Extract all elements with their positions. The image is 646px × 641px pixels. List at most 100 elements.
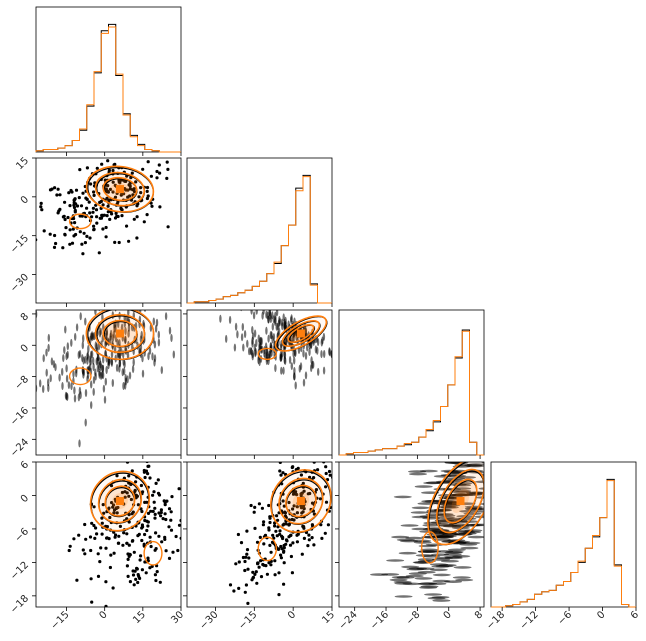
- scatter-point: [154, 324, 158, 333]
- scatter-point: [132, 583, 136, 587]
- scatter-frame: [186, 461, 333, 608]
- scatter-point: [253, 572, 257, 577]
- scatter-point: [126, 574, 130, 579]
- scatter-point: [82, 334, 85, 343]
- x-tick-label: 0: [286, 609, 298, 621]
- scatter-point: [475, 480, 484, 484]
- scatter-point: [42, 354, 45, 363]
- scatter-point: [106, 204, 110, 208]
- scatter-point: [124, 327, 127, 335]
- scatter-point: [301, 510, 305, 514]
- scatter-point: [487, 474, 505, 477]
- scatter-point: [134, 577, 138, 582]
- scatter-point: [164, 517, 168, 522]
- scatter-point: [151, 493, 155, 497]
- scatter-point: [445, 550, 464, 554]
- scatter-point: [105, 366, 108, 374]
- scatter-point: [320, 350, 323, 359]
- scatter-point: [260, 506, 264, 510]
- scatter-point: [144, 571, 148, 575]
- scatter-point: [153, 512, 157, 517]
- scatter-point: [146, 556, 150, 560]
- scatter-point: [327, 469, 332, 474]
- scatter-point: [247, 556, 251, 560]
- scatter-point: [228, 583, 233, 587]
- scatter-point: [282, 550, 286, 554]
- histogram-orange-2: [339, 330, 484, 456]
- scatter-point: [315, 447, 318, 450]
- contour-orange: [104, 485, 136, 517]
- x-tick-label: 0: [98, 609, 110, 621]
- scatter-point: [136, 580, 140, 585]
- scatter-point: [268, 516, 272, 520]
- scatter-point: [419, 469, 438, 473]
- scatter-point: [73, 221, 77, 225]
- scatter-point: [279, 473, 283, 477]
- scatter-point: [164, 549, 168, 553]
- scatter-point: [116, 200, 120, 204]
- scatter-point: [278, 529, 282, 533]
- scatter-point: [262, 520, 266, 524]
- scatter-point: [110, 501, 114, 505]
- scatter-point: [54, 363, 57, 372]
- scatter-point: [128, 194, 132, 198]
- scatter-point: [455, 449, 473, 452]
- scatter-point: [287, 522, 291, 527]
- y-tick-label: 0: [19, 194, 31, 206]
- density-peak: [296, 329, 305, 338]
- scatter-point: [106, 159, 110, 163]
- scatter-point: [432, 599, 451, 602]
- contour-orange: [257, 347, 278, 361]
- scatter-point: [248, 347, 251, 356]
- scatter-point: [116, 214, 120, 219]
- scatter-point: [437, 458, 455, 461]
- scatter-point: [282, 561, 286, 565]
- scatter-point: [132, 187, 136, 191]
- scatter-point: [274, 364, 277, 373]
- scatter-point: [299, 473, 303, 477]
- scatter-point: [291, 492, 296, 496]
- scatter-point: [400, 524, 419, 527]
- scatter-point: [95, 166, 99, 170]
- scatter-point: [140, 509, 144, 514]
- scatter-point: [146, 472, 150, 476]
- y-tick-label: 0: [19, 343, 31, 355]
- scatter-point: [96, 353, 100, 362]
- scatter-point: [119, 206, 123, 210]
- scatter-point: [123, 495, 127, 499]
- scatter-point: [415, 554, 434, 557]
- scatter-point: [467, 535, 484, 539]
- scatter-point: [268, 310, 271, 317]
- x-tick-label: −8: [404, 609, 422, 627]
- scatter-point: [47, 343, 50, 352]
- scatter-point: [480, 436, 498, 439]
- x-tick-label: 8: [473, 609, 485, 621]
- histogram-orange-3: [491, 480, 636, 608]
- scatter-point: [78, 439, 81, 448]
- scatter-point: [306, 343, 309, 352]
- scatter-point: [45, 348, 48, 357]
- scatter-point: [153, 516, 157, 520]
- scatter-point: [304, 351, 308, 360]
- scatter-point: [126, 351, 130, 360]
- scatter-point: [99, 327, 103, 336]
- scatter-point: [109, 335, 112, 344]
- scatter-point: [39, 205, 43, 209]
- scatter-point: [78, 214, 82, 218]
- scatter-point: [75, 323, 79, 332]
- scatter-point: [90, 380, 93, 389]
- y-tick-label: −30: [8, 272, 31, 295]
- scatter-point: [142, 220, 146, 224]
- scatter-point: [263, 346, 266, 355]
- scatter-point: [326, 523, 330, 527]
- scatter-point: [94, 203, 98, 207]
- histogram-frame-0: [35, 6, 182, 153]
- scatter-point: [265, 310, 268, 319]
- scatter-panel-2-1: [186, 309, 333, 456]
- scatter-point: [159, 514, 163, 518]
- scatter-point: [493, 467, 511, 470]
- scatter-point: [61, 246, 65, 250]
- scatter-point: [324, 471, 328, 476]
- scatter-point: [125, 532, 129, 536]
- scatter-point: [84, 418, 87, 427]
